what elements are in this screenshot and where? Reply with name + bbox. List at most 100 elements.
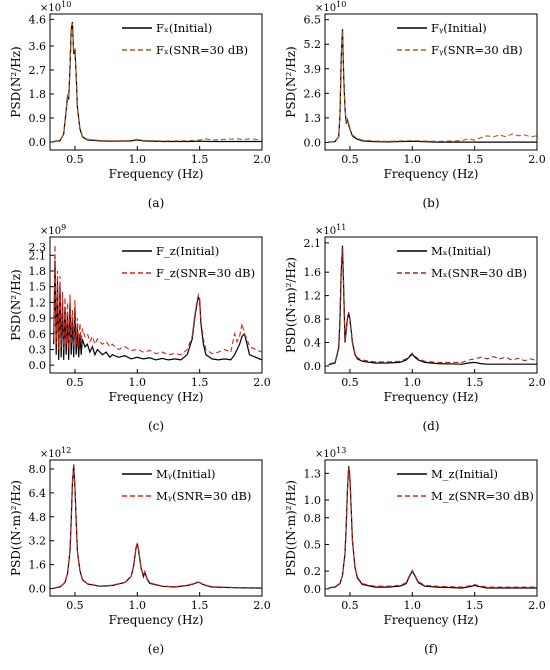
x-tick-label: 0.5 (66, 376, 84, 389)
y-tick-label: 8.0 (29, 463, 47, 476)
chart-panel-e: 0.5 1.0 1.5 2.0 0.0 1.6 3.2 4.8 6.4 8.0 ×1012 Frequ… (0, 446, 275, 669)
chart-panel-b: 0.5 1.0 1.5 2.0 0.0 1.3 2.6 3.9 5.2 6.5 ×1010 Frequ… (275, 0, 550, 223)
x-tick-label: 2.0 (253, 599, 271, 612)
legend-entry: Mₓ(Initial) (431, 244, 491, 258)
chart-svg-a: 0.5 1.0 1.5 2.0 0.0 0.9 1.8 2.7 3.6 4.6×1010 Frequ… (9, 0, 271, 210)
y-tick-label: 0.0 (29, 136, 47, 149)
series-line-snr30 (53, 23, 262, 142)
legend-entry: Fᵧ(SNR=30 dB) (431, 43, 523, 57)
y-tick-label: 0.4 (304, 337, 322, 350)
y-axis-label: PSD(N²/Hz) (9, 46, 23, 117)
x-axis-label: Frequency (Hz) (384, 613, 479, 627)
chart-svg-b: 0.5 1.0 1.5 2.0 0.0 1.3 2.6 3.9 5.2 6.5×1010 Frequ… (284, 0, 546, 210)
chart-panel-c: 0.5 1.0 1.5 2.0 0.0 0.3 0.6 0.9 1.2 1.5 1.8 2.1 2.3 ×… (0, 223, 275, 446)
series-line-initial (328, 466, 537, 589)
x-tick-label: 2.0 (528, 599, 546, 612)
legend-entry: Mᵧ(Initial) (156, 467, 216, 481)
y-axis-label: PSD((N·m)²/Hz) (284, 257, 298, 353)
legend-entry: F_z(SNR=30 dB) (156, 266, 255, 280)
y-axis-multiplier: ×1011 (315, 223, 346, 237)
x-axis-label: Frequency (Hz) (384, 390, 479, 404)
x-axis-label: Frequency (Hz) (109, 167, 204, 181)
chart-panel-f: 0.5 1.0 1.5 2.0 0.0 0.2 0.5 0.8 1.0 1.3 ×1013 Frequ… (275, 446, 550, 669)
y-tick-label: 0.9 (29, 312, 47, 325)
y-axis-label: PSD((N·m)²/Hz) (284, 480, 298, 576)
y-axis-label: PSD(N²/Hz) (9, 269, 23, 340)
y-tick-label: 0.0 (304, 360, 322, 373)
x-tick-label: 1.5 (466, 153, 484, 166)
legend-entry: M_z(SNR=30 dB) (431, 489, 534, 503)
panel-caption: (e) (148, 642, 164, 656)
y-tick-label: 0.8 (304, 313, 322, 326)
y-tick-label: 1.6 (304, 266, 322, 279)
y-tick-label: 3.9 (304, 63, 322, 76)
y-tick-label: 0.0 (29, 583, 47, 596)
y-tick-label: 1.0 (304, 494, 322, 507)
y-tick-label: 2.3 (29, 241, 47, 254)
plot-frame (324, 459, 538, 597)
y-tick-label: 0.5 (304, 538, 322, 551)
y-tick-label: 2.6 (304, 87, 322, 100)
x-tick-label: 1.5 (191, 599, 209, 612)
plot-frame (49, 459, 263, 597)
plot-frame (324, 13, 538, 151)
plot-frame (324, 236, 538, 374)
x-tick-label: 1.0 (129, 153, 147, 166)
x-axis-label: Frequency (Hz) (109, 613, 204, 627)
x-tick-label: 1.0 (404, 153, 422, 166)
y-axis-multiplier: ×1010 (40, 0, 71, 14)
series-line-initial (328, 245, 537, 366)
panel-caption: (b) (422, 196, 439, 210)
x-tick-label: 1.5 (466, 376, 484, 389)
y-axis-multiplier: ×1012 (40, 446, 71, 460)
legend-entry: Mᵧ(SNR=30 dB) (156, 489, 251, 503)
y-tick-label: 3.6 (29, 40, 47, 53)
y-tick-label: 0.0 (29, 359, 47, 372)
y-tick-label: 6.5 (304, 14, 322, 27)
y-tick-label: 0.2 (304, 565, 322, 578)
y-tick-label: 1.2 (304, 290, 322, 303)
y-tick-label: 1.3 (304, 112, 322, 125)
y-tick-label: 6.4 (29, 487, 47, 500)
chart-panel-a: 0.5 1.0 1.5 2.0 0.0 0.9 1.8 2.7 3.6 4.6 ×1010 Frequ… (0, 0, 275, 223)
legend-entry: Fₓ(Initial) (156, 21, 212, 35)
x-tick-label: 0.5 (341, 376, 359, 389)
x-tick-label: 0.5 (341, 153, 359, 166)
legend-entry: M_z(Initial) (431, 467, 498, 481)
y-tick-label: 0.0 (304, 583, 322, 596)
x-tick-label: 1.0 (404, 599, 422, 612)
series-line-snr30 (328, 30, 537, 143)
x-axis-label: Frequency (Hz) (109, 390, 204, 404)
legend-entry: F_z(Initial) (156, 244, 219, 258)
y-tick-label: 1.8 (29, 265, 47, 278)
x-tick-label: 2.0 (528, 376, 546, 389)
x-tick-label: 1.0 (129, 599, 147, 612)
y-tick-label: 2.7 (29, 64, 47, 77)
y-tick-label: 1.8 (29, 88, 47, 101)
y-tick-label: 1.2 (29, 296, 47, 309)
legend-entry: Mₓ(SNR=30 dB) (431, 266, 527, 280)
y-tick-label: 2.1 (304, 237, 322, 250)
chart-svg-c: 0.5 1.0 1.5 2.0 0.0 0.3 0.6 0.9 1.2 1.5 1.8 2.12.3 ×… (9, 223, 271, 433)
chart-svg-d: 0.5 1.0 1.5 2.0 0.0 0.4 0.8 1.2 1.6 2.1×1011 Frequ… (284, 223, 546, 433)
plot-frame (49, 236, 263, 374)
y-axis-label: PSD((N·m)²/Hz) (9, 480, 23, 576)
x-tick-label: 1.0 (129, 376, 147, 389)
x-tick-label: 2.0 (528, 153, 546, 166)
y-tick-label: 1.3 (304, 467, 322, 480)
x-tick-label: 1.0 (404, 376, 422, 389)
series-line-snr30 (53, 465, 262, 589)
y-tick-label: 2.1 (29, 249, 47, 262)
y-tick-label: 0.3 (29, 343, 47, 356)
y-tick-label: 1.5 (29, 281, 47, 294)
legend-entry: Fᵧ(Initial) (431, 21, 487, 35)
y-tick-label: 0.8 (304, 512, 322, 525)
x-tick-label: 0.5 (66, 599, 84, 612)
y-tick-label: 4.6 (29, 13, 47, 26)
chart-svg-e: 0.5 1.0 1.5 2.0 0.0 1.6 3.2 4.8 6.4 8.0 ×1012 Frequ… (9, 446, 271, 656)
series-line-initial (53, 464, 262, 589)
y-tick-label: 4.8 (29, 511, 47, 524)
y-tick-label: 0.0 (304, 136, 322, 149)
y-tick-label: 0.6 (29, 328, 47, 341)
